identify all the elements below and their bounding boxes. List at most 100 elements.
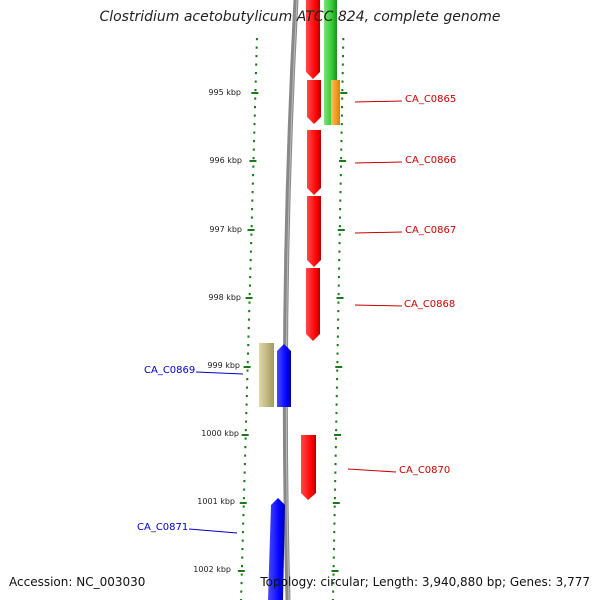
scale-dot <box>255 63 258 66</box>
scale-dot <box>246 361 249 364</box>
scale-dot <box>252 148 255 151</box>
scale-dot <box>341 89 344 92</box>
tick-label-998: 998 kbp <box>208 293 241 302</box>
scale-dot <box>253 131 256 134</box>
scale-dot <box>334 480 337 483</box>
scale-dot <box>332 573 335 576</box>
major-tick-right <box>337 229 345 231</box>
gene-label-ca-c0871[interactable]: CA_C0871 <box>137 522 189 533</box>
gene-label-ca-c0866[interactable]: CA_C0866 <box>405 155 457 166</box>
gene-label-ca-c0870[interactable]: CA_C0870 <box>399 465 451 476</box>
scale-dot <box>339 199 342 202</box>
scale-dot <box>335 386 338 389</box>
scale-dot <box>333 522 336 525</box>
scale-dot <box>248 284 251 287</box>
scale-dot <box>248 301 251 304</box>
leader-ca-c0866 <box>354 161 403 164</box>
scale-ticks <box>237 92 348 572</box>
scale-dot <box>335 395 338 398</box>
scale-ring-dots-left <box>240 38 258 600</box>
scale-dot <box>333 497 336 500</box>
scale-dot <box>255 55 258 58</box>
major-tick-right <box>334 434 342 436</box>
scale-dot <box>253 140 256 143</box>
scale-dot <box>336 335 339 338</box>
gene-label-ca-c0869[interactable]: CA_C0869 <box>144 365 196 376</box>
scale-dot <box>341 80 344 83</box>
scale-dot <box>251 182 254 185</box>
scale-dot <box>247 335 250 338</box>
major-tick-left <box>243 366 251 368</box>
scale-dot <box>249 250 252 253</box>
scale-dot <box>332 582 335 585</box>
scale-dot <box>240 573 243 576</box>
genome-summary-text: Topology: circular; Length: 3,940,880 bp… <box>260 575 590 589</box>
gene-label-ca-c0867[interactable]: CA_C0867 <box>405 225 457 236</box>
scale-dot <box>340 131 343 134</box>
scale-dot <box>244 446 247 449</box>
scale-dot <box>241 556 244 559</box>
leader-ca-c0871 <box>188 528 238 534</box>
scale-dot <box>336 361 339 364</box>
scale-dot <box>244 437 247 440</box>
tick-label-996: 996 kbp <box>209 156 242 165</box>
scale-dot <box>252 165 255 168</box>
scale-dot <box>341 97 344 100</box>
tick-label-997: 997 kbp <box>209 225 242 234</box>
scale-dot <box>332 548 335 551</box>
major-tick-right <box>339 160 347 162</box>
scale-dot <box>245 395 248 398</box>
scale-dot <box>247 352 250 355</box>
scale-dot <box>247 327 250 330</box>
scale-dot <box>253 123 256 126</box>
scale-dot <box>254 72 257 75</box>
major-tick-right <box>332 502 340 504</box>
scale-dot <box>251 199 254 202</box>
scale-dot <box>335 420 338 423</box>
scale-dot <box>337 310 340 313</box>
scale-dot <box>334 463 337 466</box>
gene-arrow-ca-c0865 <box>307 80 321 124</box>
scale-dot <box>245 420 248 423</box>
scale-dot <box>337 284 340 287</box>
accession-text: Accession: NC_003030 <box>9 575 146 589</box>
tick-label-1002: 1002 kbp <box>193 565 231 574</box>
gene-arrow-ca-c0868 <box>306 268 320 341</box>
major-tick-right <box>336 297 344 299</box>
scale-dot <box>336 352 339 355</box>
scale-dot <box>250 225 253 228</box>
scale-dot <box>242 497 245 500</box>
gene-label-ca-c0865[interactable]: CA_C0865 <box>405 94 457 105</box>
scale-dot <box>332 556 335 559</box>
major-tick-left <box>247 229 255 231</box>
scale-dot <box>337 293 340 296</box>
scale-dot <box>250 233 253 236</box>
gene-arrow-ca-c0870 <box>301 435 316 500</box>
scale-dot <box>340 140 343 143</box>
tick-label-1000: 1000 kbp <box>201 429 239 438</box>
scale-dot <box>337 318 340 321</box>
scale-dot <box>334 471 337 474</box>
scale-dot <box>253 114 256 117</box>
major-tick-left <box>241 434 249 436</box>
scale-dot <box>255 46 258 49</box>
scale-dot <box>341 106 344 109</box>
leader-ca-c0868 <box>354 304 403 307</box>
scale-dot <box>248 293 251 296</box>
scale-dot <box>252 157 255 160</box>
major-tick-right <box>340 92 348 94</box>
gene-label-ca-c0868[interactable]: CA_C0868 <box>404 299 456 310</box>
map-title: Clostridium acetobutylicum ATCC 824, com… <box>99 9 501 25</box>
scale-dot <box>338 259 341 262</box>
gene-arrow-ca-c0869 <box>277 344 291 407</box>
scale-dot <box>246 369 249 372</box>
scale-dot <box>335 412 338 415</box>
genome-backbone <box>282 0 299 600</box>
scale-dot <box>335 429 338 432</box>
scale-dot <box>243 463 246 466</box>
scale-dot <box>242 522 245 525</box>
leader-ca-c0870 <box>347 468 397 473</box>
scale-dot <box>339 208 342 211</box>
scale-dot <box>251 208 254 211</box>
